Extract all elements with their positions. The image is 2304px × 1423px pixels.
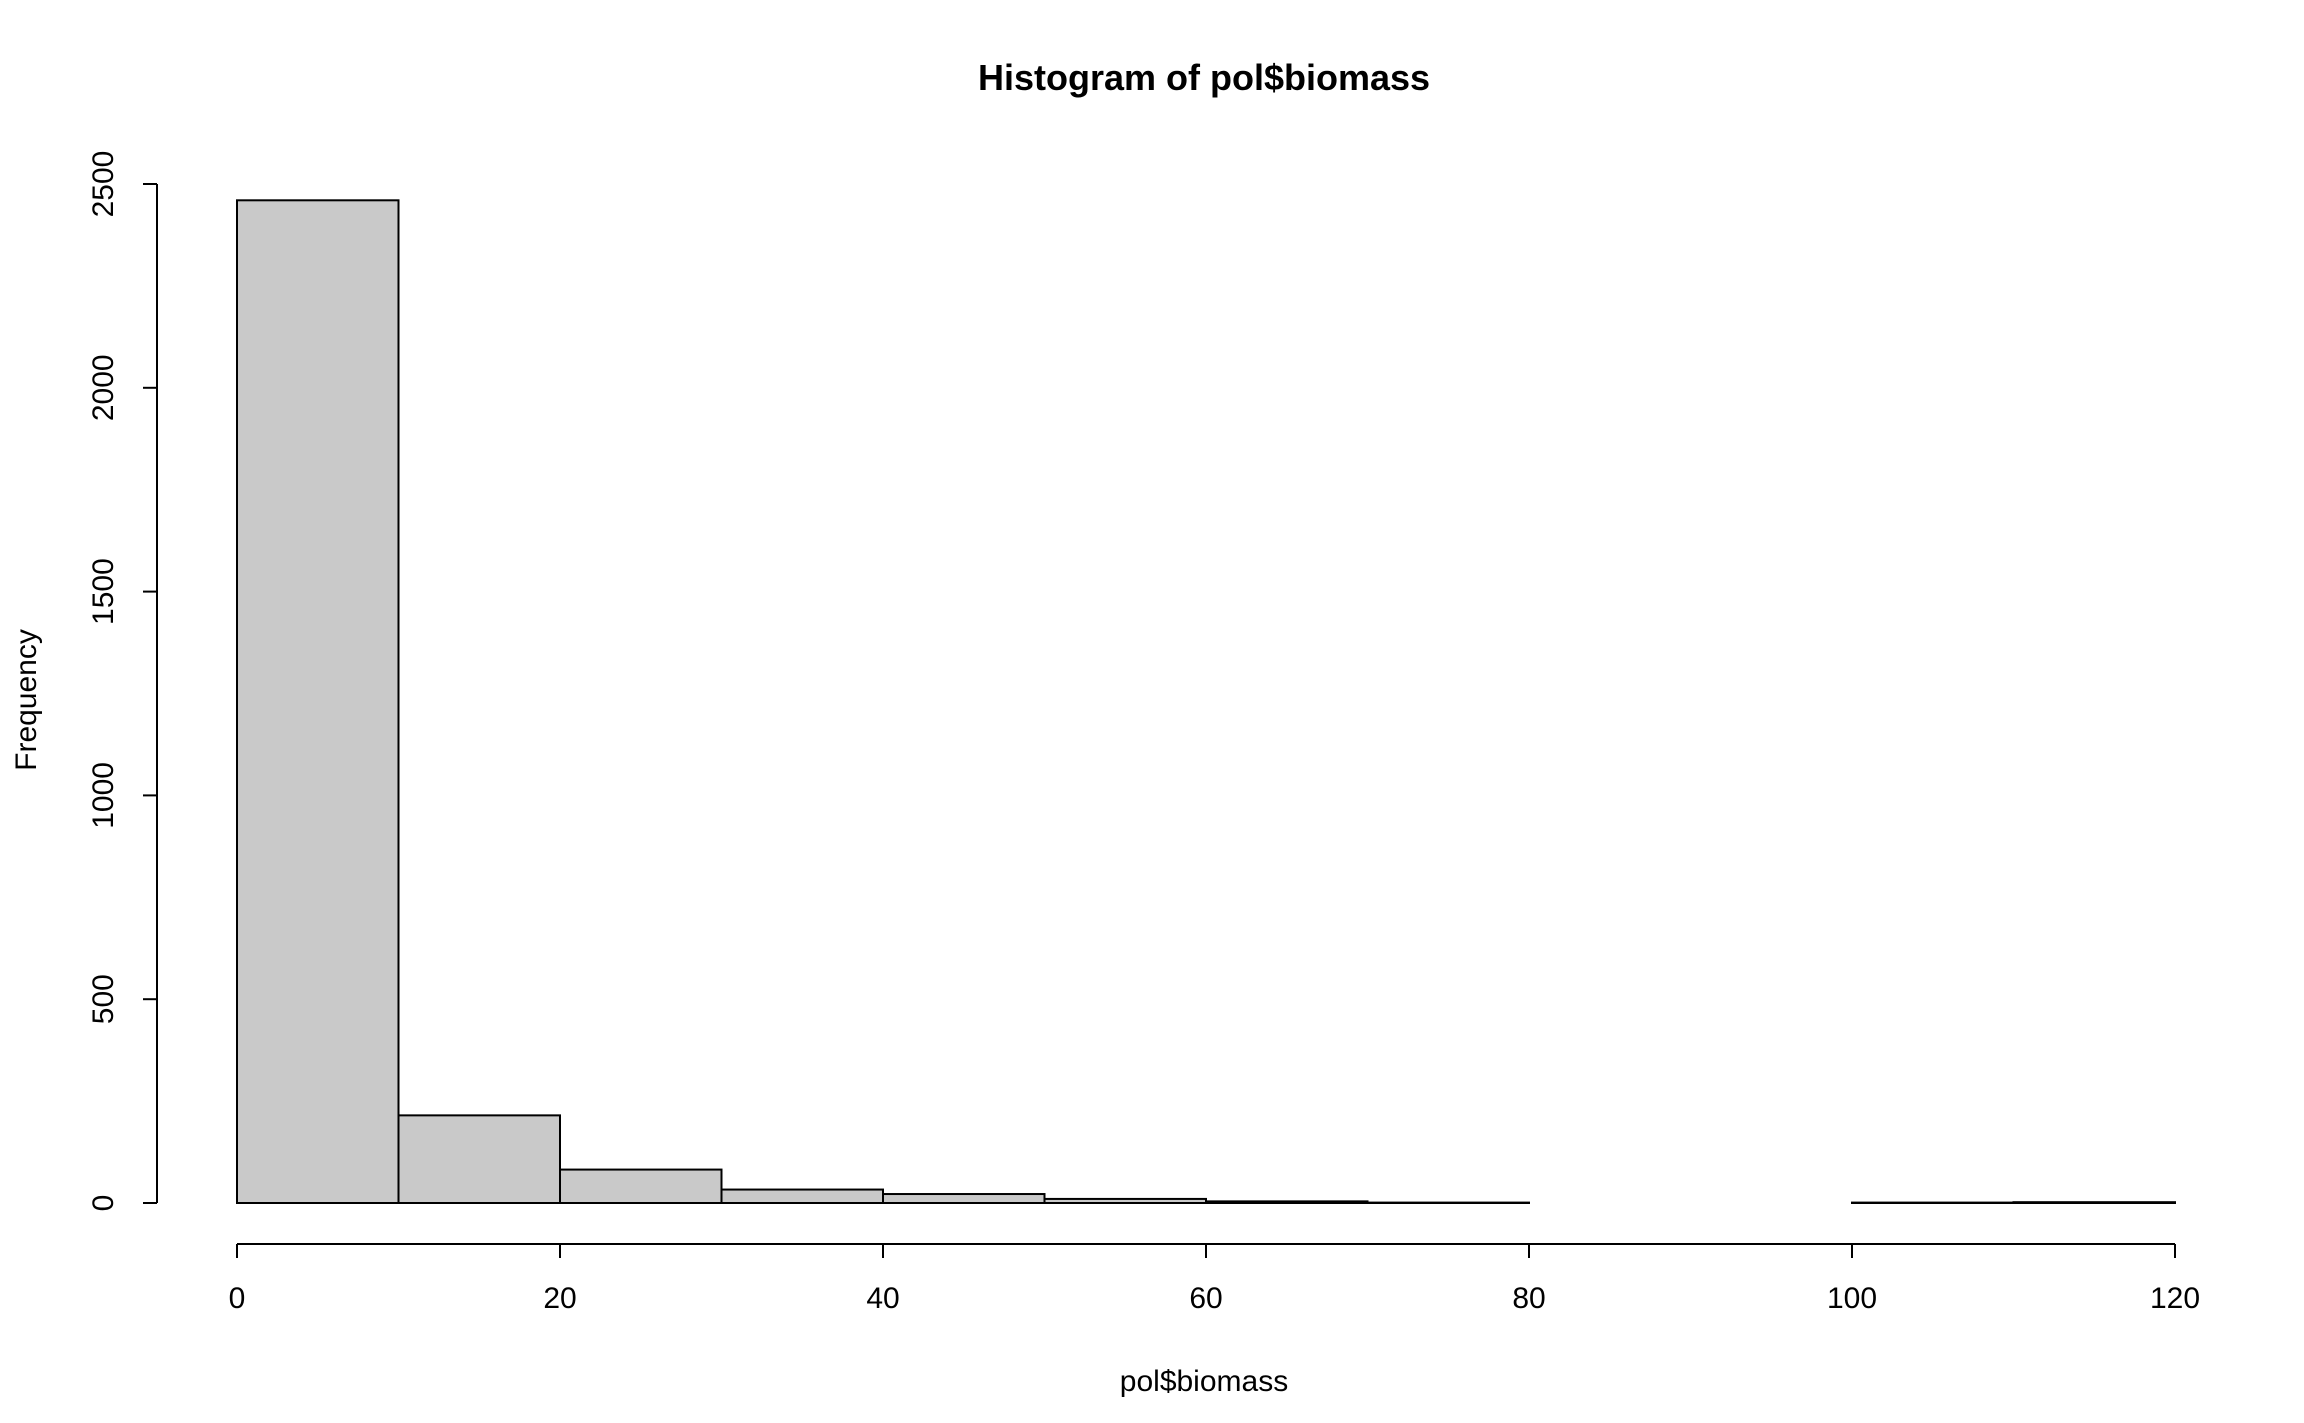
y-axis-label: Frequency — [10, 629, 43, 771]
x-tick-label: 20 — [543, 1282, 576, 1315]
y-tick-label: 2000 — [87, 354, 120, 421]
x-axis: 0 20 40 60 80 100 120 — [229, 1243, 2200, 1315]
x-tick-label: 100 — [1827, 1282, 1877, 1315]
y-tick-label: 0 — [87, 1195, 120, 1212]
y-axis: 0 500 1000 1500 2000 2500 — [87, 151, 158, 1212]
chart-title: Histogram of pol$biomass — [978, 57, 1430, 98]
histogram-bar — [1205, 1200, 1369, 1205]
x-tick-label: 40 — [866, 1282, 899, 1315]
x-axis-label: pol$biomass — [1120, 1365, 1288, 1398]
histogram-bar — [236, 199, 400, 1204]
x-tick-label: 0 — [229, 1282, 246, 1315]
x-tick-label: 80 — [1512, 1282, 1545, 1315]
histogram-bar — [720, 1188, 884, 1204]
histogram-bar — [2012, 1201, 2176, 1205]
y-tick-label: 1500 — [87, 558, 120, 625]
histogram-bar — [397, 1114, 561, 1204]
histogram-bar — [882, 1193, 1046, 1205]
x-tick-label: 120 — [2150, 1282, 2200, 1315]
histogram-bar — [1043, 1197, 1207, 1204]
x-tick-label: 60 — [1189, 1282, 1222, 1315]
histogram-bar — [559, 1168, 723, 1204]
y-tick-label: 2500 — [87, 151, 120, 218]
histogram-bars — [236, 199, 2176, 1205]
y-tick-label: 1000 — [87, 762, 120, 829]
y-tick-label: 500 — [87, 974, 120, 1024]
